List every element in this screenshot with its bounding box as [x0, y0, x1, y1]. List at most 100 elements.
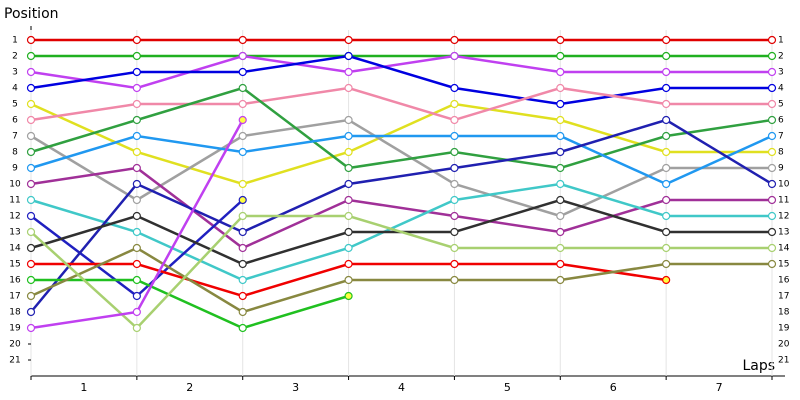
point: [132, 211, 141, 221]
point: [662, 211, 671, 221]
point: [450, 211, 459, 221]
y-tick-label: 16: [9, 276, 21, 286]
point: [26, 67, 36, 77]
point: [344, 147, 353, 157]
point: [344, 275, 353, 285]
point: [662, 179, 671, 189]
y-tick-label-right: 4: [778, 84, 784, 94]
point: [26, 131, 36, 141]
y-tick-label-right: 8: [778, 148, 784, 158]
y-tick-label: 7: [12, 132, 18, 142]
x-tick-label: 2: [186, 381, 193, 394]
point: [556, 83, 565, 93]
y-tick-label-right: 1: [778, 36, 784, 46]
y-tick-label-right: 11: [778, 196, 789, 206]
y-tick-label: 13: [9, 228, 20, 238]
point: [662, 259, 671, 269]
y-tick-label: 6: [12, 116, 18, 126]
point: [344, 195, 353, 205]
y-tick-label-right: 10: [778, 180, 790, 190]
y-tick-label: 4: [12, 84, 18, 94]
point: [662, 227, 671, 237]
point: [767, 259, 777, 269]
y-tick-label: 18: [9, 308, 21, 318]
y-axis-title: Position: [4, 6, 59, 22]
point: [238, 83, 247, 93]
point: [238, 211, 247, 221]
y-tick-label: 15: [9, 260, 20, 270]
point: [132, 131, 141, 141]
point: [132, 243, 141, 253]
point: [132, 83, 141, 93]
point: [767, 163, 777, 173]
point: [662, 147, 671, 157]
y-tick-label: 5: [12, 100, 18, 110]
point: [238, 147, 247, 157]
y-tick-label: 20: [9, 340, 21, 350]
point: [556, 35, 565, 45]
point: [132, 291, 141, 301]
y-tick-label: 21: [9, 356, 20, 366]
y-tick-label-right: 18: [778, 308, 790, 318]
point: [26, 147, 36, 157]
x-tick-label: 1: [80, 381, 87, 394]
point: [556, 67, 565, 77]
point: [344, 243, 353, 253]
x-axis-title: Laps: [742, 358, 775, 374]
point: [556, 211, 565, 221]
x-tick-label: 5: [504, 381, 511, 394]
point: [450, 83, 459, 93]
point: [450, 51, 459, 61]
y-tick-label: 19: [9, 324, 21, 334]
point: [767, 35, 777, 45]
point: [238, 51, 247, 61]
x-tick-label: 4: [398, 381, 405, 394]
series-line: [30, 166, 772, 250]
point: [662, 163, 671, 173]
point: [132, 275, 141, 285]
series-line: [30, 86, 773, 170]
y-tick-label: 12: [9, 212, 20, 222]
point: [344, 35, 353, 45]
point: [132, 259, 141, 269]
point: [556, 51, 565, 61]
point: [344, 291, 353, 301]
point: [767, 115, 777, 125]
point: [662, 51, 671, 61]
point: [344, 115, 353, 125]
point: [556, 115, 565, 125]
point: [132, 51, 141, 61]
point: [556, 259, 565, 269]
point: [238, 195, 247, 205]
y-tick-label: 8: [12, 148, 18, 158]
point: [238, 307, 247, 317]
y-tick-label: 2: [12, 52, 18, 62]
point: [767, 195, 777, 205]
point: [26, 259, 36, 269]
point: [26, 211, 36, 221]
point: [238, 131, 247, 141]
series-line: [30, 102, 772, 186]
point: [767, 67, 777, 77]
series-line: [30, 134, 773, 186]
point: [344, 67, 353, 77]
y-tick-label-right: 14: [778, 244, 790, 254]
y-tick-label-right: 7: [778, 132, 784, 142]
point: [450, 99, 459, 109]
y-tick-label: 17: [9, 292, 20, 302]
y-tick-label-right: 2: [778, 52, 784, 62]
x-tick-label: 6: [610, 381, 617, 394]
x-tick-label: 7: [716, 381, 723, 394]
point: [132, 179, 141, 189]
point: [26, 179, 36, 189]
point: [26, 51, 36, 61]
point: [450, 147, 459, 157]
point: [556, 163, 565, 173]
y-tick-label-right: 17: [778, 292, 789, 302]
point: [556, 131, 565, 141]
point: [662, 35, 671, 45]
point: [556, 147, 565, 157]
point: [26, 227, 36, 237]
series-line: [30, 214, 772, 330]
point: [450, 243, 459, 253]
